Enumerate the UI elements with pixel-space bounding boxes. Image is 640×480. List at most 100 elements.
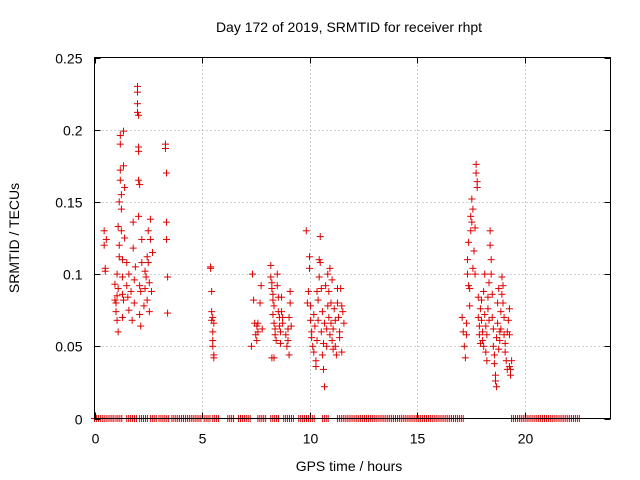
data-point [273,282,281,290]
data-point [112,308,120,316]
data-point [163,218,171,226]
data-point [253,337,261,345]
data-point [462,331,470,339]
data-point [462,319,470,327]
data-point [130,299,138,307]
data-point [321,319,329,327]
data-point [100,241,108,249]
data-point [324,270,332,278]
data-point [129,244,137,252]
data-point [495,345,503,353]
data-point [481,270,489,278]
data-point [466,285,474,293]
data-point [161,144,169,152]
data-point [494,319,502,327]
data-point [315,273,323,281]
data-point [338,348,346,356]
data-point [276,339,284,347]
data-point [249,270,257,278]
data-point [116,176,124,184]
data-point [163,235,171,243]
data-point [138,235,146,243]
y-tick-label: 0.15 [55,195,82,211]
data-point [125,270,133,278]
data-points [91,82,583,422]
data-point [332,351,340,359]
data-point [209,313,217,321]
data-point [207,264,215,272]
data-point [319,365,327,373]
data-point [163,169,171,177]
data-point [100,227,108,235]
data-point [210,319,218,327]
data-point [143,253,151,261]
data-point [326,331,334,339]
plot-frame [94,57,611,419]
data-point [478,296,485,304]
data-point [136,311,144,319]
data-point [131,263,139,271]
data-point [303,299,311,307]
data-point [118,256,126,264]
data-point [271,331,279,339]
data-point [485,316,493,324]
data-point [327,299,335,307]
data-point [117,205,125,213]
data-point [499,299,507,307]
data-point [464,270,472,278]
data-point [337,285,345,293]
data-point [146,215,154,223]
data-point [319,339,327,347]
data-point [118,290,126,298]
data-point [312,363,320,371]
data-point [475,331,483,339]
data-point [282,331,290,339]
data-point [468,195,476,203]
data-point [495,285,503,293]
data-point [121,234,129,242]
data-point [485,279,493,287]
data-point [102,235,110,243]
data-point [318,351,326,359]
data-point [469,264,477,272]
data-point [120,162,128,170]
y-tick-label: 0.1 [63,267,83,283]
data-point [137,287,145,295]
data-point [496,328,504,336]
data-point [481,311,489,319]
data-point [268,285,276,293]
data-point [316,259,324,267]
data-point [286,287,294,295]
data-point [276,328,284,336]
data-point [315,256,323,264]
data-point [311,322,319,330]
data-point [491,377,499,385]
data-point [314,316,322,324]
data-point [330,305,338,313]
data-point [469,205,477,213]
data-point [113,292,121,300]
data-point [267,261,275,269]
x-tick-label: 10 [303,431,319,447]
data-point [101,267,109,275]
data-point [287,322,295,330]
data-point [459,328,467,336]
data-point [327,319,335,327]
data-point [306,264,313,272]
data-point [134,100,141,108]
grid-lines [94,57,611,419]
y-tick-label: 0.05 [55,339,82,355]
data-point [325,313,333,321]
data-point [116,166,124,174]
data-point [111,280,119,288]
data-point [314,296,322,304]
data-point [323,342,331,350]
data-point [310,348,318,356]
data-point [313,287,321,295]
data-point [115,241,123,249]
data-point [472,169,480,177]
data-point [121,183,129,191]
data-point [278,293,286,301]
data-point [498,273,506,281]
